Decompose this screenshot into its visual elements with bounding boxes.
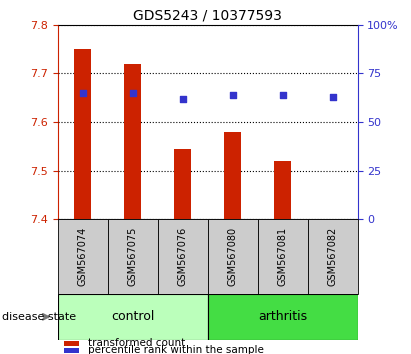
Title: GDS5243 / 10377593: GDS5243 / 10377593	[133, 8, 282, 22]
Text: GSM567080: GSM567080	[228, 227, 238, 286]
Bar	[224, 132, 241, 219]
Bar	[108, 219, 157, 294]
Bar	[208, 219, 258, 294]
Bar	[58, 294, 208, 340]
Bar	[274, 161, 291, 219]
Point	[179, 96, 186, 102]
Bar	[324, 218, 341, 219]
Text: percentile rank within the sample: percentile rank within the sample	[88, 346, 263, 354]
Bar	[174, 149, 191, 219]
Bar	[124, 64, 141, 219]
Text: GSM567074: GSM567074	[78, 227, 88, 286]
Point	[279, 92, 286, 98]
Bar	[64, 348, 79, 353]
Point	[329, 94, 336, 99]
Text: arthritis: arthritis	[258, 310, 307, 323]
Text: GSM567081: GSM567081	[277, 227, 288, 286]
Bar	[258, 219, 307, 294]
Point	[129, 90, 136, 96]
Bar	[208, 294, 358, 340]
Point	[229, 92, 236, 98]
Point	[79, 90, 86, 96]
Text: GSM567082: GSM567082	[328, 227, 337, 286]
Text: disease state: disease state	[2, 312, 76, 322]
Text: transformed count: transformed count	[88, 338, 185, 348]
Text: GSM567076: GSM567076	[178, 227, 187, 286]
Bar	[64, 341, 79, 346]
Bar	[307, 219, 358, 294]
Bar	[74, 49, 91, 219]
Bar	[58, 219, 108, 294]
Bar	[157, 219, 208, 294]
Text: control: control	[111, 310, 154, 323]
Text: GSM567075: GSM567075	[127, 227, 138, 286]
